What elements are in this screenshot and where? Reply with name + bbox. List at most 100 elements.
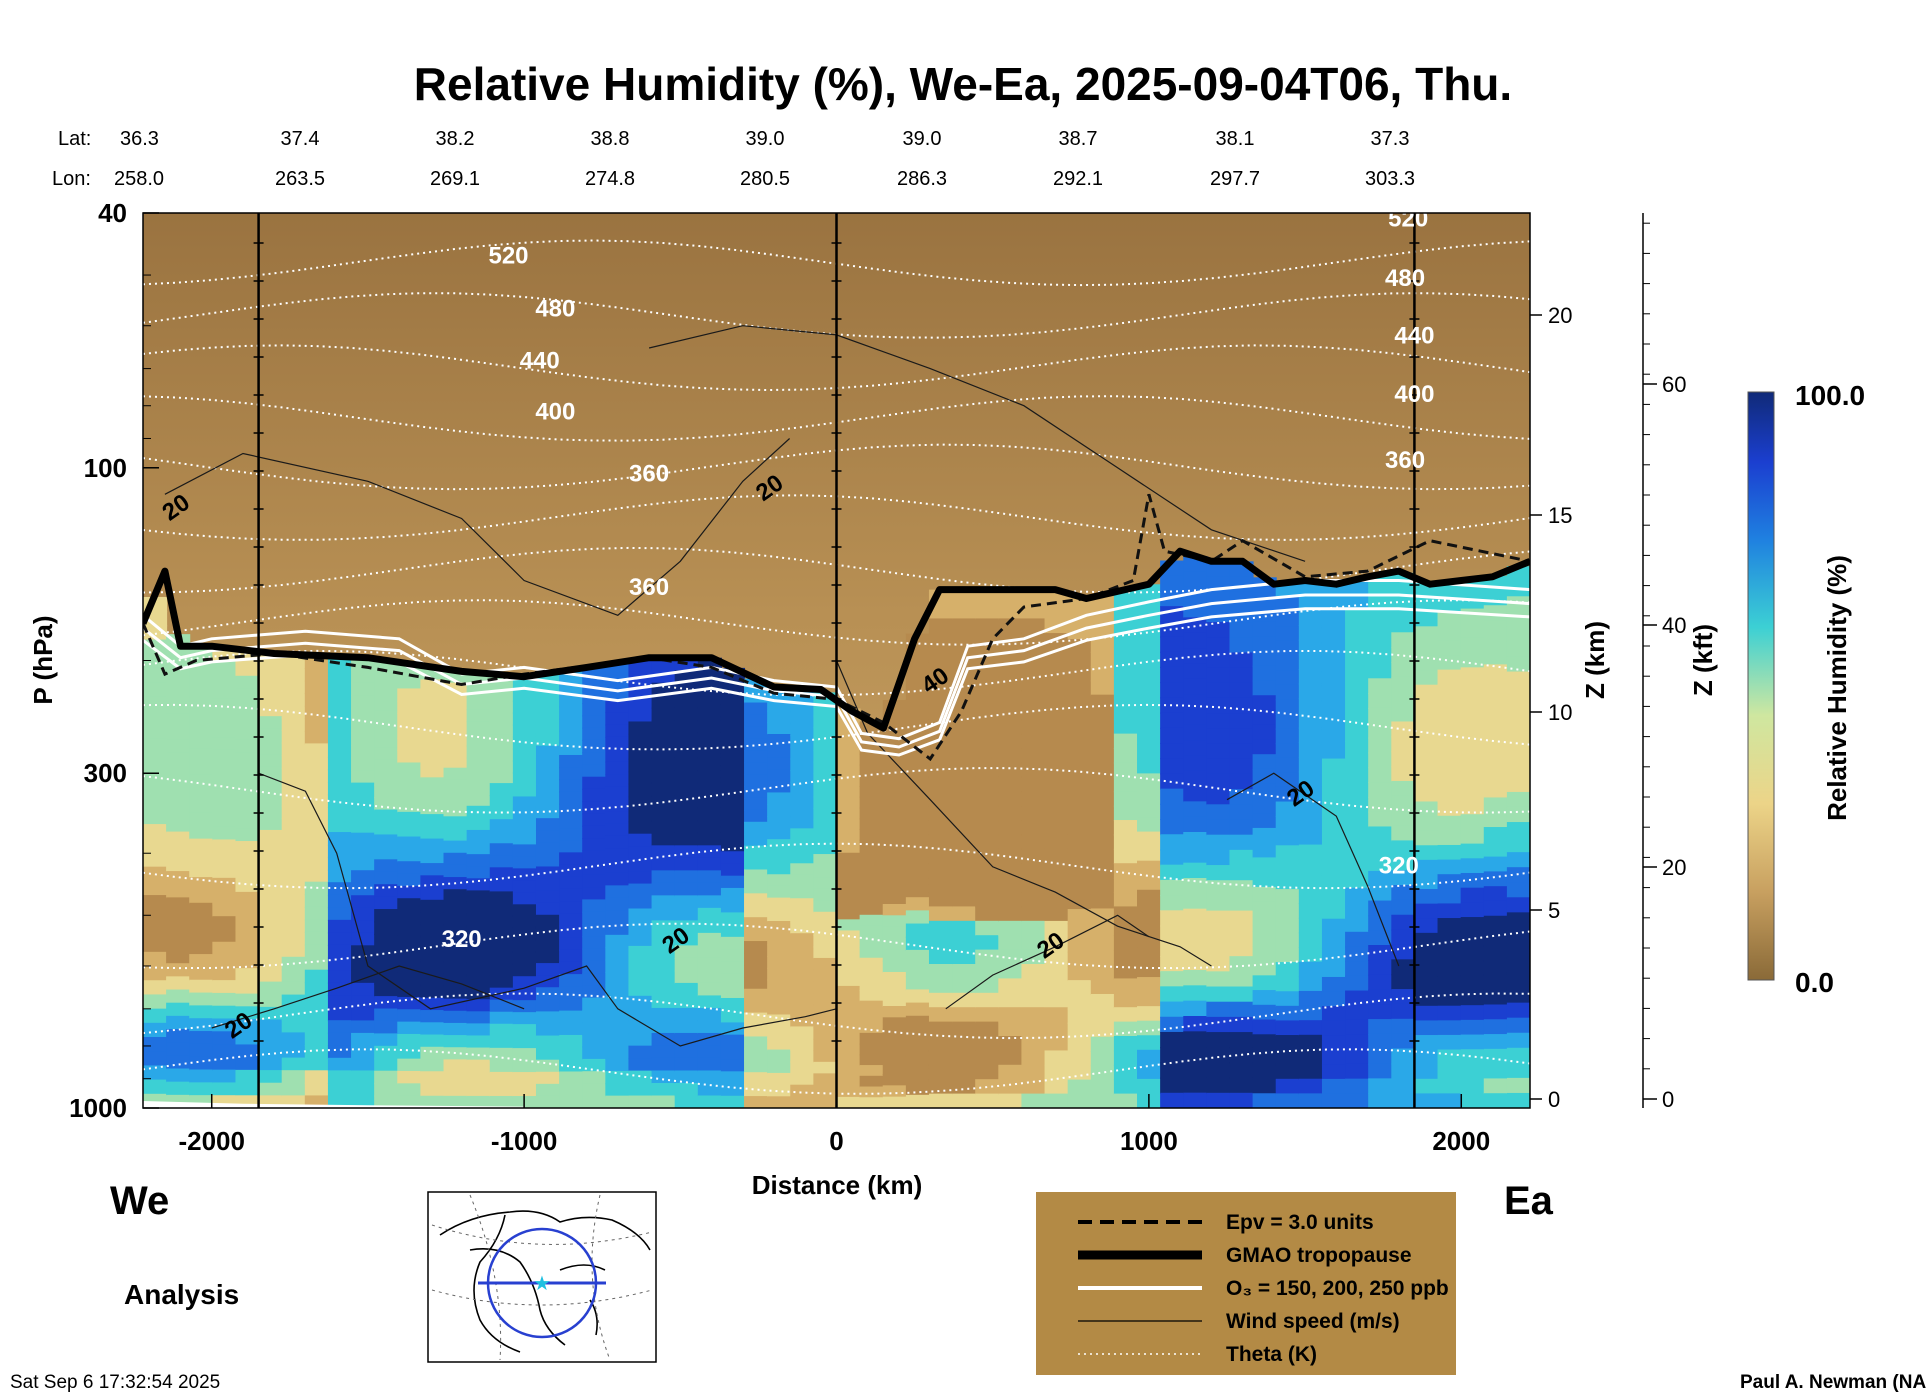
humidity-cell <box>605 1021 630 1035</box>
humidity-cell <box>720 887 746 902</box>
humidity-cell <box>374 933 399 948</box>
humidity-cell <box>1229 637 1254 654</box>
humidity-cell <box>720 741 746 755</box>
humidity-cell <box>836 941 861 954</box>
humidity-cell <box>1113 762 1139 778</box>
humidity-cell <box>836 919 861 932</box>
humidity-cell <box>351 1045 376 1059</box>
humidity-cell <box>1460 902 1485 919</box>
humidity-cell <box>744 1036 769 1050</box>
humidity-cell <box>281 931 306 946</box>
humidity-cell <box>374 722 399 736</box>
humidity-cell <box>235 955 260 970</box>
humidity-cell <box>443 755 468 769</box>
humidity-cell <box>212 801 237 815</box>
humidity-cell <box>281 1082 306 1097</box>
humidity-cell <box>859 1000 884 1013</box>
z-km-tick-label: 10 <box>1548 700 1572 725</box>
humidity-cell <box>720 790 746 804</box>
humidity-cell <box>212 992 237 1007</box>
x-tick-label: 1000 <box>1120 1126 1178 1156</box>
humidity-cell <box>559 754 584 769</box>
humidity-cell <box>882 903 907 917</box>
humidity-cell <box>1368 811 1393 828</box>
humidity-cell <box>1321 831 1347 847</box>
humidity-cell <box>374 1045 399 1060</box>
humidity-cell <box>1229 773 1254 791</box>
humidity-cell <box>489 1059 514 1073</box>
humidity-cell <box>258 956 283 970</box>
z-km-tick-label: 5 <box>1548 898 1560 923</box>
humidity-cell <box>1252 975 1277 992</box>
humidity-cell <box>790 944 815 958</box>
humidity-cell <box>744 833 769 847</box>
humidity-cell <box>420 703 445 718</box>
humidity-cell <box>443 1095 468 1108</box>
humidity-cell <box>1506 656 1530 673</box>
humidity-cell <box>1252 1034 1277 1051</box>
humidity-cell <box>605 897 630 912</box>
humidity-cell <box>351 982 376 997</box>
humidity-cell <box>767 967 792 981</box>
humidity-cell <box>1090 951 1115 967</box>
humidity-cell <box>744 964 769 978</box>
humidity-cell <box>582 923 607 938</box>
humidity-cell <box>1483 1048 1508 1065</box>
humidity-cell <box>744 1024 769 1038</box>
humidity-cell <box>651 807 676 822</box>
humidity-cell <box>235 993 260 1008</box>
humidity-cell <box>535 842 561 856</box>
humidity-cell <box>1044 906 1069 922</box>
x-axis: -2000 -1000 0 1000 2000 <box>178 1094 1490 1156</box>
humidity-cell <box>489 1047 514 1061</box>
humidity-cell <box>1460 990 1485 1007</box>
humidity-cell <box>1298 873 1323 890</box>
humidity-cell <box>466 721 491 735</box>
humidity-cell <box>397 1070 422 1085</box>
humidity-cell <box>720 949 746 963</box>
humidity-cell <box>1437 625 1462 642</box>
humidity-cell <box>628 945 653 960</box>
humidity-cell <box>1414 962 1439 978</box>
y-axis-label: P (hPa) <box>28 615 58 704</box>
humidity-cell <box>304 843 329 858</box>
humidity-cell <box>258 804 283 819</box>
humidity-cell <box>1275 845 1300 861</box>
humidity-cell <box>1137 991 1162 1008</box>
humidity-cell <box>697 757 722 772</box>
humidity-cell <box>1252 901 1277 918</box>
humidity-cell <box>466 854 491 868</box>
humidity-cell <box>697 770 722 784</box>
humidity-cell <box>1183 678 1208 696</box>
humidity-cell <box>443 840 468 854</box>
lat-value: 39.0 <box>903 128 942 150</box>
humidity-cell <box>258 741 283 756</box>
humidity-cell <box>166 963 191 978</box>
humidity-cell <box>882 1017 907 1030</box>
humidity-cell <box>975 1050 1000 1066</box>
humidity-cell <box>443 889 468 903</box>
humidity-cell <box>905 699 930 714</box>
humidity-cell <box>1460 593 1485 610</box>
humidity-cell <box>559 961 584 976</box>
humidity-cell <box>1252 931 1277 947</box>
humidity-cell <box>1160 849 1185 866</box>
humidity-cell <box>1044 748 1069 764</box>
humidity-cell <box>327 982 353 997</box>
humidity-cell <box>836 897 861 910</box>
humidity-cell <box>166 1015 191 1031</box>
humidity-cell <box>697 720 722 734</box>
humidity-cell <box>212 711 237 726</box>
humidity-cell <box>882 881 907 894</box>
humidity-cell <box>489 975 514 989</box>
humidity-cell <box>882 824 907 837</box>
humidity-cell <box>1345 711 1370 728</box>
humidity-cell <box>674 932 699 947</box>
humidity-cell <box>767 780 792 794</box>
humidity-cell <box>605 736 630 751</box>
humidity-cell <box>1368 648 1393 665</box>
humidity-cell <box>628 970 653 985</box>
humidity-cell <box>767 792 792 806</box>
theta-label: 480 <box>1385 265 1425 292</box>
